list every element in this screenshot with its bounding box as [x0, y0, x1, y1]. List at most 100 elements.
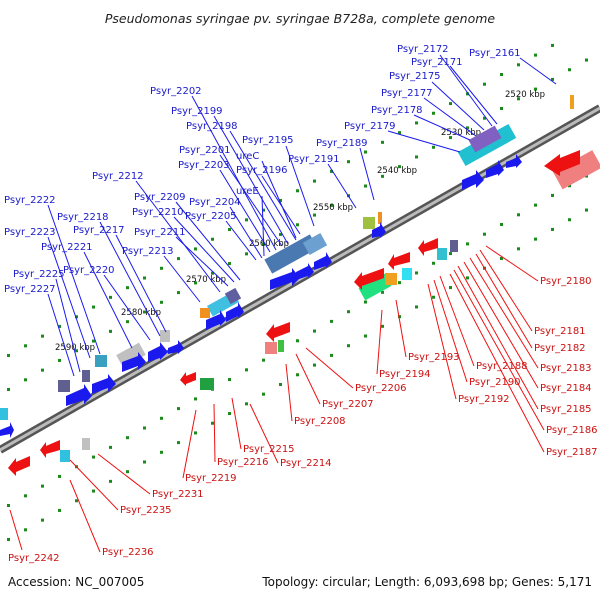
tick-mark	[483, 82, 486, 86]
tick-mark	[449, 286, 452, 290]
gene-arrow	[270, 268, 300, 290]
tick-mark	[126, 286, 129, 290]
tick-mark	[228, 262, 231, 266]
tick-mark	[228, 412, 231, 416]
tick-mark	[7, 538, 10, 542]
gene-arrow	[0, 422, 14, 438]
gene-label: Psyr_2223	[4, 227, 56, 238]
tick-mark	[415, 271, 418, 275]
tick-mark	[109, 295, 112, 299]
tick-mark	[432, 145, 435, 149]
gene-label: Psyr_2202	[150, 86, 202, 97]
gene-label: Psyr_2220	[63, 265, 115, 276]
gene-label: Psyr_2214	[280, 458, 332, 469]
tick-mark	[415, 305, 418, 309]
tick-mark	[109, 445, 112, 449]
tick-mark	[330, 169, 333, 173]
tick-mark	[449, 102, 452, 106]
feature-block	[450, 240, 458, 252]
gene-label: Psyr_2187	[546, 447, 598, 458]
map-title: Pseudomonas syringae pv. syringae B728a,…	[105, 11, 496, 26]
tick-mark	[160, 450, 163, 454]
gene-label: Psyr_2211	[134, 227, 186, 238]
tick-mark	[381, 140, 384, 144]
feature-block	[58, 380, 70, 392]
gene-label: Psyr_2209	[134, 192, 186, 203]
kbp-label: 2530 kbp	[441, 128, 481, 138]
tick-mark	[177, 407, 180, 411]
leader-line	[431, 81, 485, 131]
tick-mark	[24, 378, 27, 382]
tick-mark	[41, 334, 44, 338]
tick-mark	[126, 436, 129, 440]
gene-arrow	[168, 340, 184, 354]
gene-label: Psyr_2208	[294, 416, 346, 427]
gene-arrow	[506, 154, 522, 168]
gene-label: Psyr_2191	[288, 154, 340, 165]
leader-line	[387, 130, 461, 153]
leader-line	[225, 220, 257, 261]
tick-mark	[245, 402, 248, 406]
leader-line	[9, 509, 23, 551]
leader-line	[475, 253, 533, 349]
kbp-label: 2540 kbp	[377, 166, 417, 176]
gene-arrow	[314, 252, 332, 270]
tick-mark	[432, 111, 435, 115]
gene-label: Psyr_2196	[236, 165, 288, 176]
gene-arrow	[354, 268, 384, 290]
leader-line	[163, 255, 201, 303]
gene-label: Psyr_2242	[8, 553, 60, 564]
tick-mark	[415, 121, 418, 125]
tick-mark	[568, 68, 571, 72]
tick-mark	[177, 441, 180, 445]
label-leaders	[9, 54, 557, 553]
tick-mark	[24, 494, 27, 498]
tick-mark	[177, 291, 180, 295]
leader-line	[99, 221, 161, 337]
feature-block	[82, 370, 90, 382]
leader-line	[69, 459, 119, 511]
tick-mark	[534, 237, 537, 241]
gene-label: Psyr_2203	[178, 160, 230, 171]
gene-label: Psyr_2161	[469, 48, 521, 59]
tick-mark	[279, 382, 282, 386]
tick-mark	[330, 353, 333, 357]
tick-mark	[7, 388, 10, 392]
gene-label: Psyr_2225	[13, 269, 65, 280]
tick-mark	[313, 213, 316, 217]
feature-block	[552, 150, 600, 190]
tick-mark	[143, 426, 146, 430]
tick-mark	[160, 300, 163, 304]
gene-label: Psyr_2210	[132, 207, 184, 218]
gene-arrow	[462, 170, 484, 190]
gene-label: Psyr_2235	[120, 505, 172, 516]
tick-mark	[177, 257, 180, 261]
leader-line	[457, 265, 539, 410]
tick-mark	[41, 518, 44, 522]
tick-mark	[585, 58, 588, 62]
tick-mark	[551, 227, 554, 231]
tick-mark	[432, 261, 435, 265]
tick-mark	[398, 315, 401, 319]
leader-line	[219, 169, 271, 253]
gene-label: Psyr_2217	[73, 225, 125, 236]
feature-block	[468, 125, 502, 153]
gene-label: Psyr_2204	[189, 197, 241, 208]
leader-line	[47, 204, 101, 355]
tick-mark	[296, 373, 299, 377]
gene-label: Psyr_2221	[41, 242, 93, 253]
leader-line	[173, 216, 235, 283]
leader-line	[327, 163, 357, 209]
tick-mark	[500, 257, 503, 260]
gene-arrow	[544, 150, 580, 176]
gene-label: Psyr_2206	[355, 383, 407, 394]
kbp-label: 2560 kbp	[249, 239, 289, 249]
tick-mark	[398, 281, 401, 285]
kbp-label: 2590 kbp	[55, 343, 95, 353]
leader-line	[261, 160, 297, 239]
tick-mark	[279, 198, 282, 202]
gene-label: Psyr_2195	[242, 135, 294, 146]
tick-mark	[194, 281, 197, 285]
gene-arrow	[122, 352, 146, 372]
tick-mark	[517, 63, 520, 67]
